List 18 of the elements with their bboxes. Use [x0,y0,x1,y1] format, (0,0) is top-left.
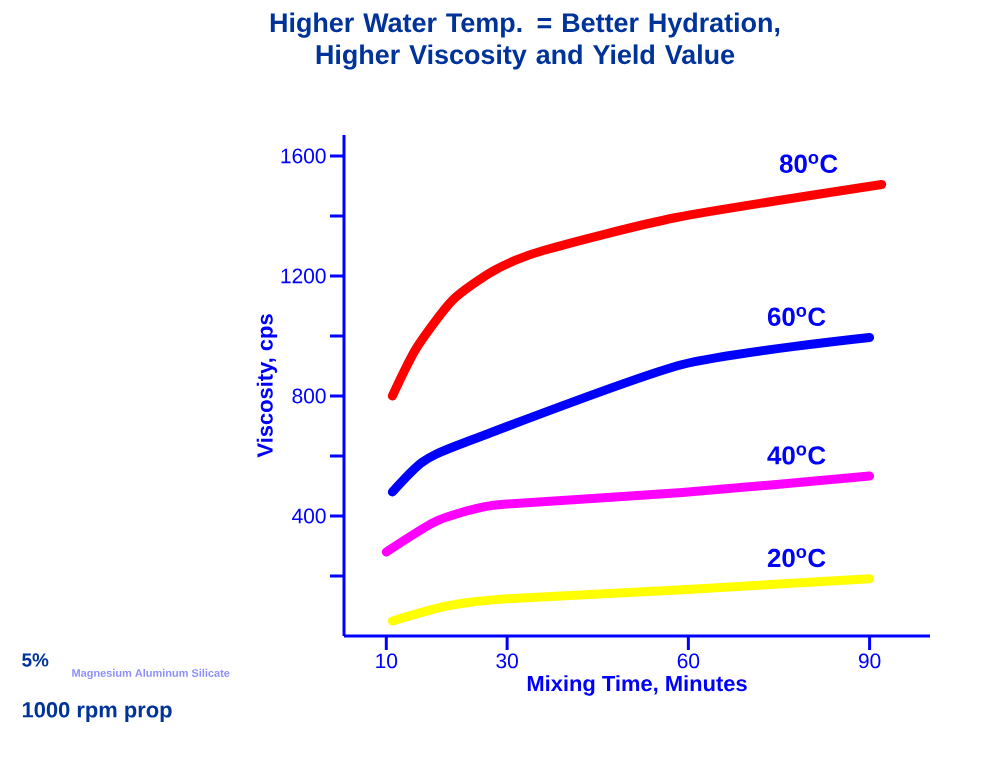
series-label: 40$^{o}$C [767,445,826,465]
text: 5% [22,653,49,667]
x-tick-label: 30 [496,653,518,669]
y-axis-title: Viscosity, cps [256,314,278,458]
y-tick-label: 1200 [281,268,326,284]
x-tick-label: 90 [858,653,881,669]
y-tick-label: 1600 [281,148,326,164]
series-label: 80$^{o}$C [779,153,838,173]
x-tick-label: 10 [376,653,398,669]
x-axis-title: Mixing Time, Minutes [527,675,747,696]
x-tick-label: 60 [677,653,700,669]
chart-title: Higher Water Temp. = Better Hydration, Higher Viscosity and Yield Value [270,12,780,70]
y-tick-label: 800 [292,388,326,404]
series-label: 60$^{o}$C [767,306,826,326]
text: Magnesium Aluminum Silicate [72,668,230,680]
text: 1000 rpm prop [22,702,172,722]
y-tick-label: 400 [292,508,326,524]
series-label: 20$^{o}$C [767,548,826,568]
